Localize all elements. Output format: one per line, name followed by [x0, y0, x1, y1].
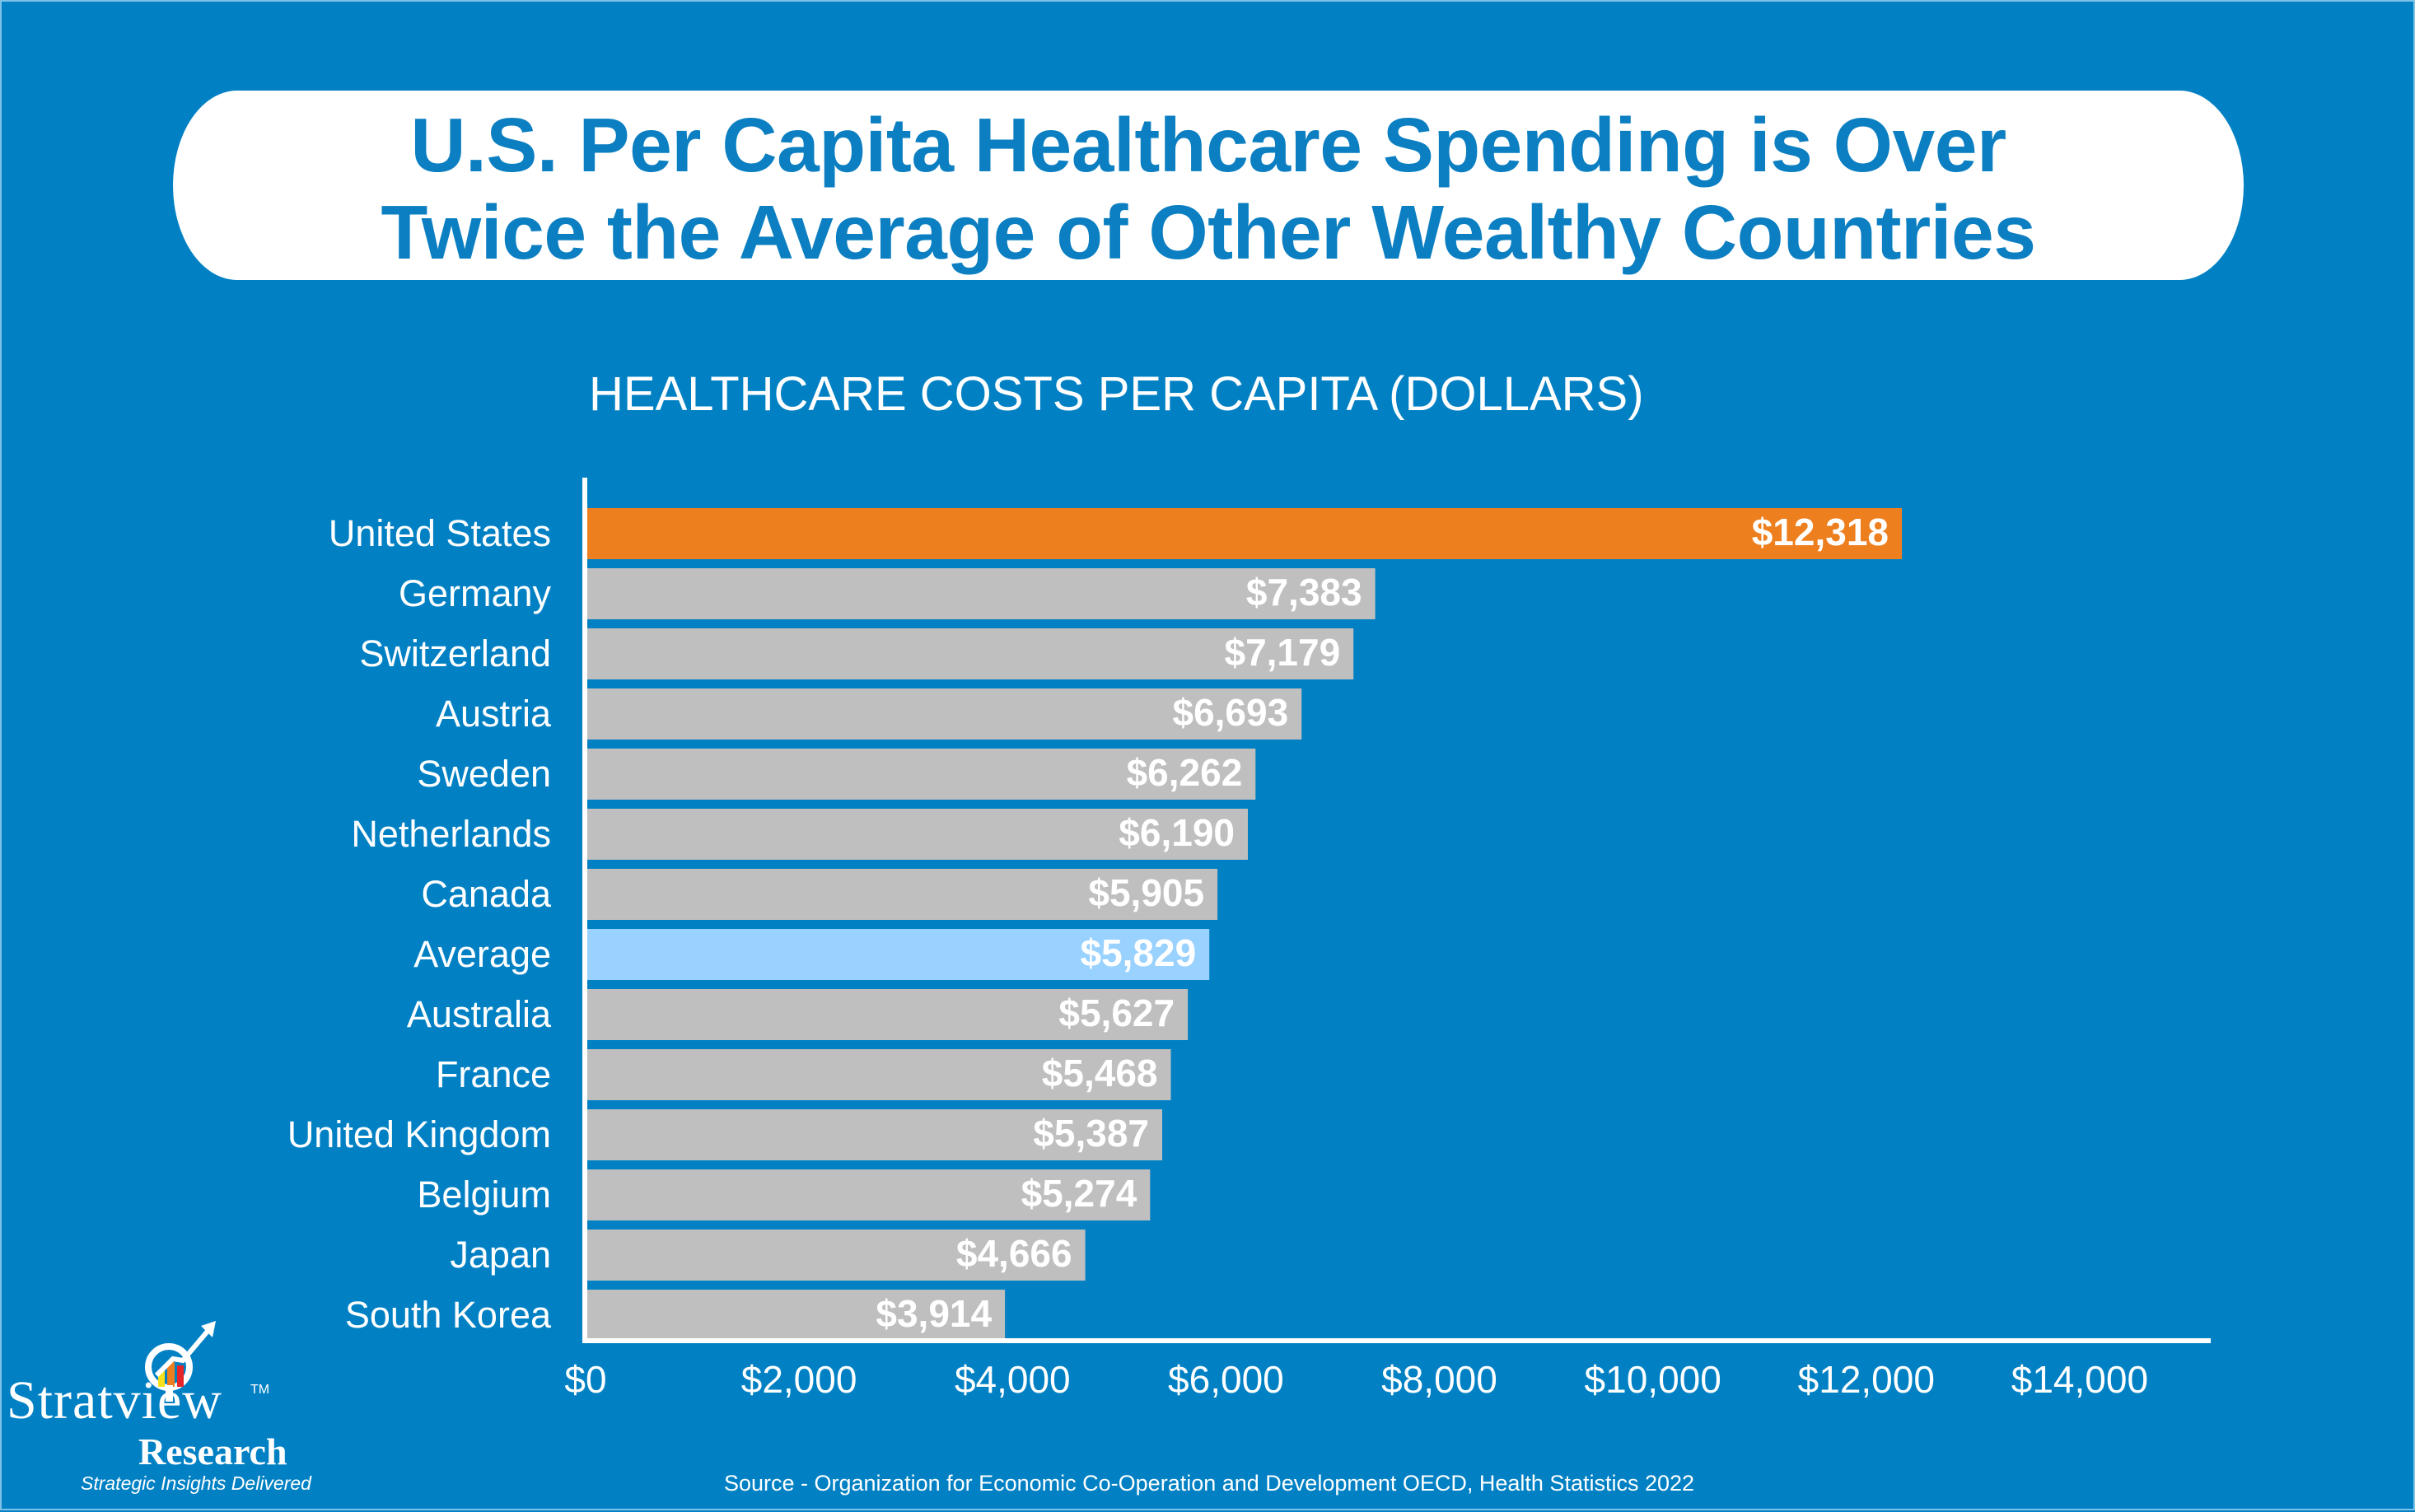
category-label-netherlands: Netherlands: [351, 813, 551, 855]
magnifier-growth-icon: [145, 1321, 216, 1402]
category-label-united-states: United States: [329, 512, 551, 554]
category-label-canada: Canada: [421, 873, 552, 915]
x-tick-label: $4,000: [955, 1358, 1071, 1401]
bar-sweden: [587, 749, 1256, 800]
bar-switzerland: [587, 628, 1354, 679]
category-label-austria: Austria: [436, 693, 552, 735]
category-label-belgium: Belgium: [417, 1174, 551, 1216]
bar-australia: [587, 989, 1189, 1040]
bar-netherlands: [587, 809, 1248, 860]
x-tick-label: $8,000: [1381, 1358, 1497, 1401]
value-label-belgium: $5,274: [1021, 1172, 1137, 1215]
source-note: Source - Organization for Economic Co-Op…: [723, 1471, 1695, 1496]
x-tick-label: $14,000: [2011, 1358, 2148, 1401]
category-label-australia: Australia: [407, 993, 552, 1035]
value-label-netherlands: $6,190: [1119, 811, 1235, 854]
category-label-south-korea: South Korea: [345, 1294, 552, 1336]
bar-south-korea: [587, 1290, 1006, 1341]
bar-japan: [587, 1230, 1086, 1281]
category-label-japan: Japan: [450, 1234, 551, 1276]
bar-average: [587, 929, 1210, 980]
bars: [587, 508, 1902, 1341]
value-label-united-kingdom: $5,387: [1033, 1112, 1149, 1155]
value-label-average: $5,829: [1080, 931, 1196, 974]
value-label-sweden: $6,262: [1127, 751, 1243, 794]
category-label-united-kingdom: United Kingdom: [287, 1113, 551, 1155]
stratview-logo: Stratview TM Research Strategic Insights…: [2, 1286, 348, 1512]
chart-title: HEALTHCARE COSTS PER CAPITA (DOLLARS): [589, 367, 1644, 421]
bar-france: [587, 1049, 1171, 1100]
value-label-canada: $5,905: [1088, 871, 1204, 914]
x-tick-label: $12,000: [1798, 1358, 1935, 1401]
x-tick-label: $0: [564, 1358, 606, 1401]
bar-canada: [587, 869, 1218, 920]
category-label-germany: Germany: [399, 572, 552, 614]
logo-tagline: Strategic Insights Delivered: [81, 1472, 311, 1494]
category-label-france: France: [436, 1053, 551, 1095]
bar-united-kingdom: [587, 1109, 1162, 1160]
title-line-1: U.S. Per Capita Healthcare Spending is O…: [410, 102, 2006, 188]
category-label-sweden: Sweden: [417, 753, 551, 795]
x-axis-line: [582, 1338, 2211, 1343]
x-tick-label: $6,000: [1168, 1358, 1284, 1401]
value-label-australia: $5,627: [1058, 992, 1175, 1034]
value-label-united-states: $12,318: [1752, 511, 1889, 553]
category-label-switzerland: Switzerland: [359, 632, 551, 674]
logo-subtitle: Research: [138, 1430, 287, 1472]
value-label-germany: $7,383: [1246, 571, 1362, 614]
value-label-japan: $4,666: [956, 1232, 1072, 1275]
value-label-austria: $6,693: [1172, 691, 1288, 734]
value-label-switzerland: $7,179: [1224, 631, 1340, 674]
bar-united-states: [587, 508, 1902, 559]
category-labels: United States Germany Switzerland Austria Sw…: [287, 512, 552, 1336]
value-label-south-korea: $3,914: [876, 1292, 992, 1335]
x-tick-label: $10,000: [1585, 1358, 1721, 1401]
y-axis-line: [582, 478, 587, 1343]
value-label-france: $5,468: [1042, 1052, 1158, 1094]
category-label-average: Average: [413, 933, 551, 975]
title-line-2: Twice the Average of Other Wealthy Count…: [381, 189, 2036, 275]
bar-germany: [587, 568, 1376, 619]
x-tick-labels: $0 $2,000 $4,000 $6,000 $8,000 $10,000 $12,000…: [564, 1358, 2148, 1401]
x-tick-label: $2,000: [741, 1358, 857, 1401]
value-labels: $12,318 $7,383 $7,179 $6,693 $6,262 $6,190 $5,…: [876, 511, 1889, 1335]
title-banner: U.S. Per Capita Healthcare Spending is O…: [173, 91, 2244, 280]
logo-trademark: TM: [250, 1383, 270, 1397]
bar-belgium: [587, 1169, 1151, 1220]
bar-austria: [587, 688, 1302, 740]
logo-wordmark: Stratview: [7, 1370, 222, 1430]
